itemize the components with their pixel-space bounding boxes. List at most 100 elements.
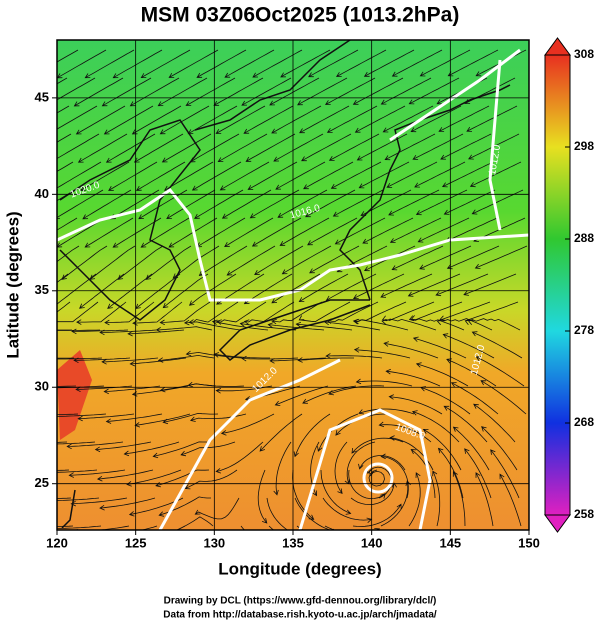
colorbar-max-arrow <box>544 37 571 56</box>
streamline <box>259 413 303 452</box>
streamline <box>57 161 102 191</box>
streamline <box>57 357 75 359</box>
streamline <box>96 469 154 482</box>
streamline <box>414 161 466 188</box>
streamline <box>140 49 191 79</box>
streamline <box>271 301 323 325</box>
streamline <box>298 301 351 323</box>
streamline <box>187 105 238 135</box>
streamline <box>269 357 327 364</box>
streamline <box>252 49 303 78</box>
streamline <box>76 301 127 325</box>
streamline <box>266 497 288 530</box>
streamline <box>446 245 500 270</box>
streamline <box>274 385 329 406</box>
streamline <box>155 326 213 333</box>
streamline <box>187 381 245 388</box>
streamline <box>324 77 376 105</box>
streamline <box>439 315 493 331</box>
streamlines <box>57 49 528 530</box>
streamline <box>224 49 275 78</box>
streamline <box>279 217 330 246</box>
streamline <box>57 329 101 331</box>
streamline <box>194 497 240 520</box>
streamline <box>57 105 98 130</box>
streamline <box>417 217 470 243</box>
streamline <box>219 161 270 191</box>
streamline <box>352 318 409 331</box>
streamline <box>159 105 210 135</box>
streamline <box>358 408 415 415</box>
streamline <box>308 49 359 78</box>
streamline <box>82 189 132 220</box>
streamline <box>57 497 100 501</box>
x-axis-label: Longitude (degrees) <box>218 559 381 578</box>
streamline <box>463 273 517 296</box>
streamline <box>89 245 136 280</box>
streamline <box>475 472 494 527</box>
streamline <box>245 133 296 162</box>
streamline <box>323 319 381 331</box>
streamline <box>273 133 324 162</box>
x-tick-label: 145 <box>439 535 461 550</box>
streamline <box>243 105 294 134</box>
colorbar-tick-label: 258 <box>574 507 594 521</box>
streamline <box>280 49 331 78</box>
streamline <box>452 470 466 527</box>
streamline <box>159 301 211 326</box>
streamline <box>442 333 495 359</box>
streamline <box>157 77 208 107</box>
colorbar-tick-label: 288 <box>574 231 594 245</box>
streamline <box>389 435 434 471</box>
streamline <box>140 525 158 530</box>
streamline <box>185 77 236 106</box>
streamline <box>474 245 528 269</box>
streamline <box>157 354 215 363</box>
streamline <box>57 525 74 527</box>
streamline <box>257 469 268 524</box>
streamline <box>183 319 241 331</box>
streamline <box>145 245 192 280</box>
colorbar-min-arrow <box>544 514 571 533</box>
streamline <box>334 441 348 495</box>
streamline <box>57 273 69 283</box>
streamline <box>211 319 269 331</box>
streamline <box>499 473 522 527</box>
streamline <box>57 357 103 360</box>
streamline <box>298 273 349 303</box>
y-tick-label: 45 <box>35 89 49 104</box>
streamline <box>57 497 72 499</box>
colorbar <box>544 54 571 516</box>
streamline <box>77 413 135 422</box>
streamline <box>175 516 214 530</box>
streamline <box>330 161 382 189</box>
x-tick-label: 135 <box>282 535 304 550</box>
streamline <box>57 413 79 416</box>
streamline <box>297 77 348 106</box>
streamline <box>140 217 190 248</box>
streamline <box>75 385 133 393</box>
streamline <box>243 301 295 325</box>
streamline <box>123 441 180 457</box>
streamline <box>328 133 380 161</box>
y-axis-label: Latitude (degrees) <box>3 211 22 358</box>
streamline <box>325 273 377 301</box>
streamline <box>57 329 72 331</box>
streamline <box>473 403 516 443</box>
streamline <box>99 497 156 511</box>
streamline <box>281 245 332 275</box>
streamline <box>358 161 410 189</box>
streamline <box>162 412 219 425</box>
streamline <box>224 217 274 248</box>
streamline <box>380 453 409 499</box>
streamline <box>432 470 441 527</box>
streamline <box>334 217 386 245</box>
streamline <box>220 413 275 436</box>
streamline <box>368 469 385 487</box>
streamline <box>57 469 70 471</box>
streamline <box>61 245 108 280</box>
streamline <box>168 49 219 78</box>
streamline <box>162 273 209 309</box>
streamline <box>303 161 354 190</box>
streamline <box>389 217 442 243</box>
